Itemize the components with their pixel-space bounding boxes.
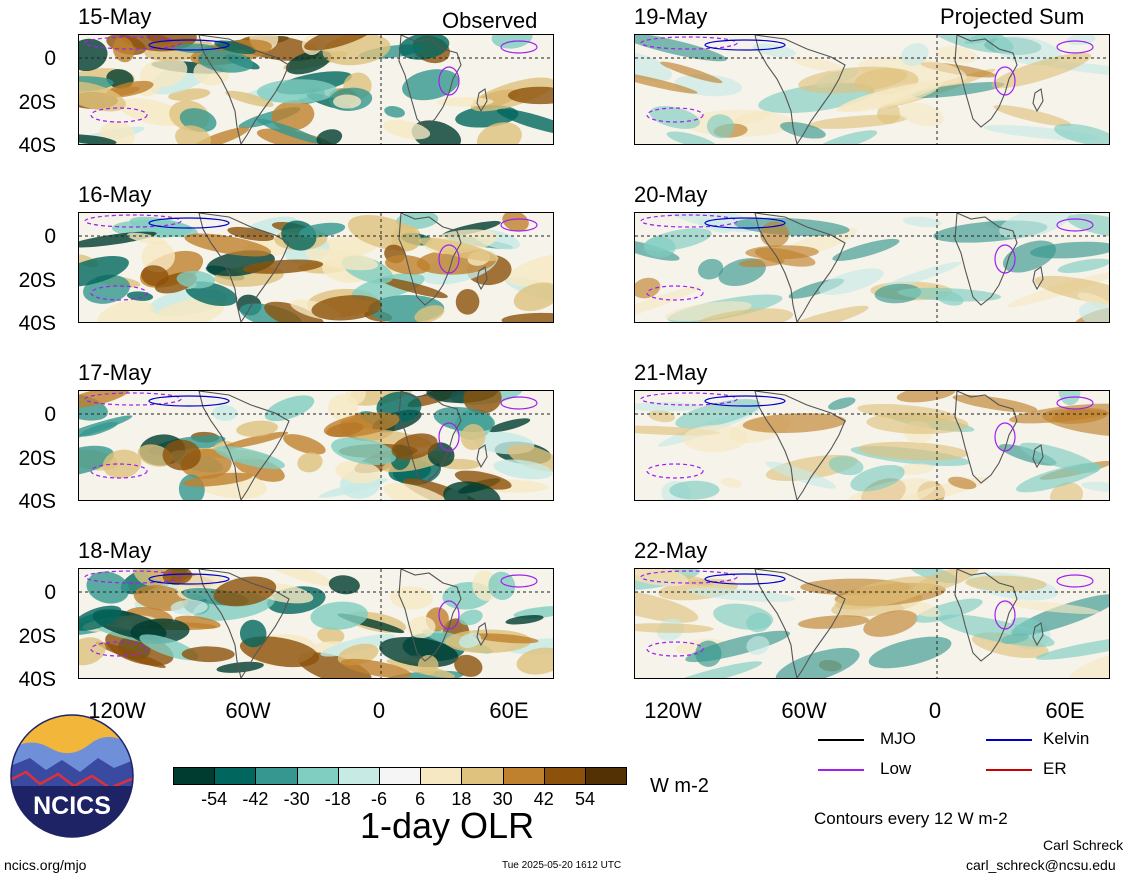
map-panel-right-2 [634, 212, 1110, 323]
olr-field [635, 35, 1109, 144]
map-panel-left-1 [78, 34, 554, 145]
panel-date-left-3: 17-May [78, 360, 152, 385]
colorbar-box [173, 767, 216, 785]
colorbar-title: 1-day OLR [360, 805, 535, 846]
colorbar-tick-label: 6 [415, 789, 426, 809]
legend-line-low [818, 769, 864, 771]
colorbar-tick-label: -6 [370, 789, 387, 809]
panel-date-left-4: 18-May [78, 538, 152, 563]
legend-line-kelvin [986, 739, 1032, 741]
contours-note: Contours every 12 W m-2 [814, 809, 1008, 828]
y-tick-0-row3: 0 [44, 403, 56, 426]
legend-line-mjo [818, 739, 864, 741]
olr-field [79, 569, 553, 678]
colorbar-box [585, 767, 628, 785]
panel-date-right-3: 21-May [634, 360, 708, 385]
panel-date-right-2: 20-May [634, 182, 708, 207]
y-tick-20s-row4: 20S [18, 625, 56, 648]
olr-field [635, 213, 1109, 322]
map-panel-left-3 [78, 390, 554, 501]
map-panel-right-1 [634, 34, 1110, 145]
map-panel-right-4 [634, 568, 1110, 679]
legend-label-mjo: MJO [880, 729, 916, 748]
olr-field [79, 213, 553, 322]
colorbar-box [255, 767, 298, 785]
colorbar-tick-label: -30 [283, 789, 310, 809]
ncics-logo: NCICS [10, 714, 134, 838]
colorbar-box [379, 767, 422, 785]
y-tick-40s-row1: 40S [18, 134, 56, 157]
legend-line-er [986, 769, 1032, 771]
y-tick-0-row1: 0 [44, 47, 56, 70]
map-panel-left-2 [78, 212, 554, 323]
map-panel-left-4 [78, 568, 554, 679]
footer-timestamp: Tue 2025-05-20 1612 UTC [502, 860, 622, 871]
panel-header-observed: Observed [442, 8, 538, 33]
colorbar-tick-label: -42 [242, 789, 269, 809]
colorbar-box [337, 767, 380, 785]
x-tick-60w-left: 60W [225, 698, 271, 723]
panel-date-right-4: 22-May [634, 538, 708, 563]
legend-label-low: Low [880, 759, 912, 778]
colorbar-tick-label: -54 [201, 789, 228, 809]
olr-field [79, 391, 553, 500]
y-tick-40s-row2: 40S [18, 312, 56, 335]
x-tick-120w-right: 120W [644, 698, 702, 723]
y-tick-0-row4: 0 [44, 581, 56, 604]
olr-field [635, 569, 1109, 678]
y-tick-20s-row3: 20S [18, 447, 56, 470]
colorbar-box [461, 767, 504, 785]
colorbar-box [543, 767, 586, 785]
olr-field [635, 391, 1109, 500]
y-tick-40s-row3: 40S [18, 490, 56, 513]
colorbar-units: W m-2 [650, 775, 709, 797]
colorbar-tick-label: 30 [492, 789, 513, 809]
colorbar-box [420, 767, 463, 785]
colorbar-box [502, 767, 545, 785]
olr-field [79, 35, 553, 144]
x-tick-0-right: 0 [928, 698, 942, 723]
y-tick-20s-row2: 20S [18, 269, 56, 292]
y-tick-0-row2: 0 [44, 225, 56, 248]
map-panel-right-3 [634, 390, 1110, 501]
y-tick-40s-row4: 40S [18, 668, 56, 691]
y-tick-20s-row1: 20S [18, 91, 56, 114]
panel-date-left-1: 15-May [78, 4, 152, 29]
panel-date-right-1: 19-May [634, 4, 708, 29]
colorbar-tick-label: -18 [324, 789, 351, 809]
legend-label-kelvin: Kelvin [1043, 729, 1090, 748]
x-tick-60w-right: 60W [781, 698, 827, 723]
x-tick-60e-right: 60E [1045, 698, 1085, 723]
logo-text: NCICS [33, 792, 111, 820]
footer-author: Carl Schreck [1043, 837, 1124, 853]
legend-label-er: ER [1043, 759, 1067, 778]
panel-header-projected: Projected Sum [940, 4, 1085, 29]
x-tick-0-left: 0 [372, 698, 386, 723]
colorbar-tick-label: 18 [451, 789, 472, 809]
colorbar-box [214, 767, 257, 785]
colorbar-box [296, 767, 339, 785]
x-tick-120w-left: 120W [88, 698, 146, 723]
panel-date-left-2: 16-May [78, 182, 152, 207]
footer-email: carl_schreck@ncsu.edu [966, 857, 1116, 873]
x-tick-60e-left: 60E [489, 698, 529, 723]
colorbar-tick-label: 42 [533, 789, 554, 809]
colorbar-tick-label: 54 [574, 789, 596, 809]
footer-url: ncics.org/mjo [4, 857, 87, 873]
